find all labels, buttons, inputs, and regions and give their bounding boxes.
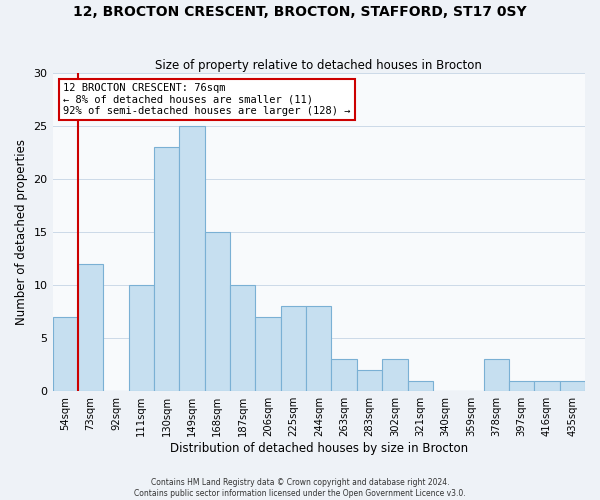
Bar <box>154 148 179 391</box>
Bar <box>534 380 560 391</box>
Text: 12, BROCTON CRESCENT, BROCTON, STAFFORD, ST17 0SY: 12, BROCTON CRESCENT, BROCTON, STAFFORD,… <box>73 5 527 19</box>
Bar <box>331 360 357 391</box>
Bar <box>407 380 433 391</box>
Bar <box>179 126 205 391</box>
Bar <box>306 306 331 391</box>
Bar <box>281 306 306 391</box>
Bar <box>560 380 585 391</box>
Bar <box>78 264 103 391</box>
Bar <box>382 360 407 391</box>
Y-axis label: Number of detached properties: Number of detached properties <box>15 139 28 325</box>
Bar <box>509 380 534 391</box>
Text: Contains HM Land Registry data © Crown copyright and database right 2024.
Contai: Contains HM Land Registry data © Crown c… <box>134 478 466 498</box>
Bar <box>484 360 509 391</box>
Bar <box>230 285 256 391</box>
Bar <box>357 370 382 391</box>
X-axis label: Distribution of detached houses by size in Brocton: Distribution of detached houses by size … <box>170 442 468 455</box>
Title: Size of property relative to detached houses in Brocton: Size of property relative to detached ho… <box>155 59 482 72</box>
Bar <box>53 317 78 391</box>
Bar <box>256 317 281 391</box>
Bar <box>128 285 154 391</box>
Text: 12 BROCTON CRESCENT: 76sqm
← 8% of detached houses are smaller (11)
92% of semi-: 12 BROCTON CRESCENT: 76sqm ← 8% of detac… <box>63 82 350 116</box>
Bar <box>205 232 230 391</box>
